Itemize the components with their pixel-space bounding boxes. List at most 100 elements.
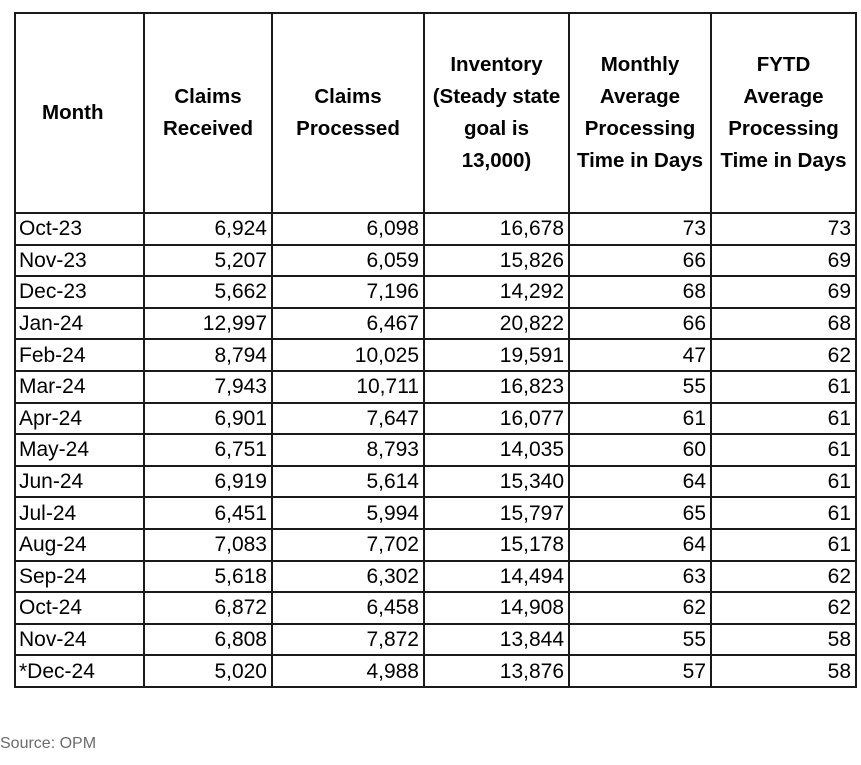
inventory-cell: 14,292 <box>423 275 570 309</box>
claims-received-cell: 12,997 <box>143 306 273 341</box>
fytd-avg-cell: 68 <box>710 306 857 341</box>
month-cell: May-24 <box>14 433 145 467</box>
table-row: Sep-24 5,618 6,302 14,494 63 62 <box>14 559 857 594</box>
inventory-cell: 15,178 <box>423 527 570 562</box>
monthly-avg-cell: 47 <box>568 338 712 372</box>
claims-received-cell: 5,207 <box>143 243 273 278</box>
claims-processed-cell: 7,702 <box>271 527 425 562</box>
monthly-avg-cell: 63 <box>568 559 712 594</box>
inventory-cell: 15,826 <box>423 243 570 278</box>
fytd-avg-cell: 61 <box>710 369 857 404</box>
month-cell: Oct-24 <box>14 591 145 625</box>
table-row: Oct-23 6,924 6,098 16,678 73 73 <box>14 212 857 246</box>
fytd-avg-cell: 62 <box>710 559 857 594</box>
table-row: Oct-24 6,872 6,458 14,908 62 62 <box>14 591 857 625</box>
claims-received-cell: 6,924 <box>143 212 273 246</box>
monthly-avg-cell: 61 <box>568 401 712 436</box>
month-cell: Jun-24 <box>14 464 145 499</box>
header-row: Month Claims Received Claims Processed I… <box>14 12 857 214</box>
month-cell: Sep-24 <box>14 559 145 594</box>
claims-processed-cell: 7,872 <box>271 622 425 657</box>
header-claims-processed: Claims Processed <box>271 12 425 214</box>
fytd-avg-cell: 73 <box>710 212 857 246</box>
month-cell: Mar-24 <box>14 369 145 404</box>
claims-processed-cell: 10,711 <box>271 369 425 404</box>
table-row: Nov-24 6,808 7,872 13,844 55 58 <box>14 622 857 657</box>
monthly-avg-cell: 55 <box>568 622 712 657</box>
month-cell: Nov-24 <box>14 622 145 657</box>
month-cell: Apr-24 <box>14 401 145 436</box>
monthly-avg-cell: 73 <box>568 212 712 246</box>
fytd-avg-cell: 69 <box>710 243 857 278</box>
monthly-avg-cell: 68 <box>568 275 712 309</box>
fytd-avg-cell: 61 <box>710 496 857 530</box>
monthly-avg-cell: 55 <box>568 369 712 404</box>
fytd-avg-cell: 61 <box>710 464 857 499</box>
claims-received-cell: 5,618 <box>143 559 273 594</box>
month-cell: Oct-23 <box>14 212 145 246</box>
inventory-cell: 14,908 <box>423 591 570 625</box>
table-row: Jan-24 12,997 6,467 20,822 66 68 <box>14 306 857 341</box>
table-row: Mar-24 7,943 10,711 16,823 55 61 <box>14 369 857 404</box>
fytd-avg-cell: 61 <box>710 433 857 467</box>
inventory-cell: 16,678 <box>423 212 570 246</box>
fytd-avg-cell: 69 <box>710 275 857 309</box>
claims-processed-cell: 7,647 <box>271 401 425 436</box>
header-inventory: Inventory (Steady state goal is 13,000) <box>423 12 570 214</box>
table-body: Oct-23 6,924 6,098 16,678 73 73 Nov-23 5,207 6,0… <box>14 212 857 688</box>
table-row: Nov-23 5,207 6,059 15,826 66 69 <box>14 243 857 278</box>
table-row: Jun-24 6,919 5,614 15,340 64 61 <box>14 464 857 499</box>
claims-processed-cell: 5,614 <box>271 464 425 499</box>
claims-table-container: Month Claims Received Claims Processed I… <box>14 12 857 688</box>
monthly-avg-cell: 64 <box>568 464 712 499</box>
month-cell: *Dec-24 <box>14 654 145 688</box>
claims-received-cell: 6,901 <box>143 401 273 436</box>
claims-processed-cell: 7,196 <box>271 275 425 309</box>
table-row: Apr-24 6,901 7,647 16,077 61 61 <box>14 401 857 436</box>
fytd-avg-cell: 61 <box>710 401 857 436</box>
month-cell: Dec-23 <box>14 275 145 309</box>
month-cell: Jul-24 <box>14 496 145 530</box>
month-cell: Jan-24 <box>14 306 145 341</box>
inventory-cell: 15,340 <box>423 464 570 499</box>
fytd-avg-cell: 58 <box>710 622 857 657</box>
claims-received-cell: 6,451 <box>143 496 273 530</box>
claims-processed-cell: 4,988 <box>271 654 425 688</box>
claims-processed-cell: 6,302 <box>271 559 425 594</box>
table-row: Feb-24 8,794 10,025 19,591 47 62 <box>14 338 857 372</box>
claims-processed-cell: 6,059 <box>271 243 425 278</box>
monthly-avg-cell: 66 <box>568 243 712 278</box>
monthly-avg-cell: 60 <box>568 433 712 467</box>
month-cell: Feb-24 <box>14 338 145 372</box>
monthly-avg-cell: 66 <box>568 306 712 341</box>
fytd-avg-cell: 62 <box>710 591 857 625</box>
claims-received-cell: 6,919 <box>143 464 273 499</box>
month-cell: Aug-24 <box>14 527 145 562</box>
header-monthly-avg-processing: Monthly Average Processing Time in Days <box>568 12 712 214</box>
claims-received-cell: 6,808 <box>143 622 273 657</box>
inventory-cell: 14,035 <box>423 433 570 467</box>
header-fytd-avg-processing: FYTD Average Processing Time in Days <box>710 12 857 214</box>
table-row: *Dec-24 5,020 4,988 13,876 57 58 <box>14 654 857 688</box>
claims-received-cell: 6,751 <box>143 433 273 467</box>
inventory-cell: 19,591 <box>423 338 570 372</box>
table-header: Month Claims Received Claims Processed I… <box>14 12 857 214</box>
inventory-cell: 13,844 <box>423 622 570 657</box>
header-claims-received: Claims Received <box>143 12 273 214</box>
table-row: Aug-24 7,083 7,702 15,178 64 61 <box>14 527 857 562</box>
inventory-cell: 13,876 <box>423 654 570 688</box>
claims-table: Month Claims Received Claims Processed I… <box>14 12 857 688</box>
claims-received-cell: 8,794 <box>143 338 273 372</box>
month-cell: Nov-23 <box>14 243 145 278</box>
table-row: May-24 6,751 8,793 14,035 60 61 <box>14 433 857 467</box>
fytd-avg-cell: 58 <box>710 654 857 688</box>
claims-received-cell: 5,662 <box>143 275 273 309</box>
source-note: Source: OPM <box>0 735 97 752</box>
inventory-cell: 14,494 <box>423 559 570 594</box>
fytd-avg-cell: 61 <box>710 527 857 562</box>
claims-processed-cell: 8,793 <box>271 433 425 467</box>
monthly-avg-cell: 62 <box>568 591 712 625</box>
claims-processed-cell: 10,025 <box>271 338 425 372</box>
claims-processed-cell: 6,098 <box>271 212 425 246</box>
monthly-avg-cell: 57 <box>568 654 712 688</box>
